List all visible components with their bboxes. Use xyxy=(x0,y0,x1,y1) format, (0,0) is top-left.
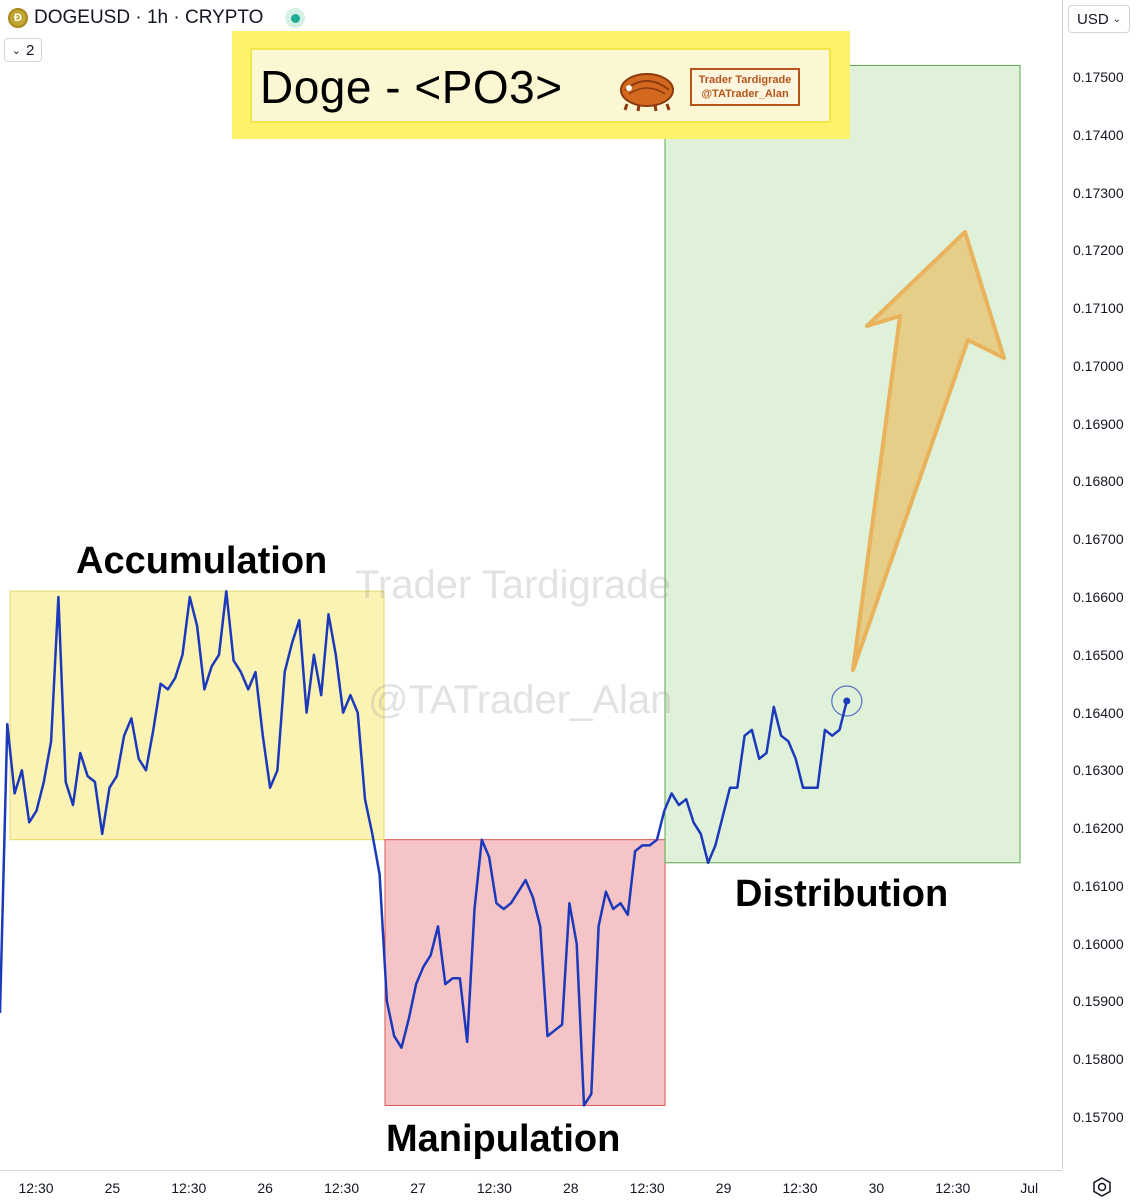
logo-line1: Trader Tardigrade xyxy=(698,74,792,86)
chart-title: Doge - <PO3> xyxy=(260,61,563,113)
price-tick-label: 0.16700 xyxy=(1073,531,1124,548)
last-price-ring xyxy=(831,685,863,717)
market-status-icon[interactable] xyxy=(285,8,306,28)
indicators-collapse-button[interactable]: ⌄ 2 xyxy=(4,38,42,62)
price-axis[interactable] xyxy=(1062,0,1137,1170)
doge-coin-icon: Ð xyxy=(8,8,28,28)
time-tick-label: 29 xyxy=(715,1180,732,1196)
time-tick-label: 12:30 xyxy=(324,1180,360,1196)
author-logo-box: Trader Tardigrade @TATrader_Alan xyxy=(690,68,800,106)
symbol-title[interactable]: DOGEUSD · 1h · CRYPTO xyxy=(34,7,264,28)
logo-line2: @TATrader_Alan xyxy=(701,88,789,100)
price-tick-label: 0.16000 xyxy=(1073,935,1124,952)
price-tick-label: 0.17300 xyxy=(1073,184,1124,201)
time-tick-label: 27 xyxy=(410,1180,426,1196)
settings-button[interactable] xyxy=(1090,1175,1114,1199)
time-tick-label: 12:30 xyxy=(476,1180,512,1196)
price-tick-label: 0.17400 xyxy=(1073,126,1124,143)
chevron-down-icon: ⌄ xyxy=(11,44,21,57)
time-tick-label: 28 xyxy=(563,1180,579,1196)
price-tick-label: 0.17500 xyxy=(1073,69,1124,85)
price-tick-label: 0.16800 xyxy=(1073,473,1124,490)
manipulation-zone xyxy=(384,839,666,1106)
manipulation-label: Manipulation xyxy=(386,1118,621,1160)
projection-arrow xyxy=(851,230,1006,672)
price-tick-label: 0.16900 xyxy=(1073,415,1124,432)
time-tick-label: 12:30 xyxy=(171,1180,207,1196)
chevron-down-icon: ⌄ xyxy=(1112,13,1121,25)
gear-icon xyxy=(1093,1177,1111,1197)
price-tick-label: 0.16100 xyxy=(1073,877,1124,894)
symbol-header: Ð DOGEUSD · 1h · CRYPTO xyxy=(0,0,306,36)
time-tick-label: 12:30 xyxy=(935,1180,971,1196)
price-tick-label: 0.15800 xyxy=(1073,1051,1124,1068)
time-tick-label: 12:30 xyxy=(629,1180,665,1196)
currency-select[interactable]: USD ⌄ xyxy=(1068,5,1130,33)
currency-label: USD xyxy=(1077,10,1109,28)
watermark-name: Trader Tardigrade xyxy=(355,563,671,607)
price-tick-label: 0.16300 xyxy=(1073,762,1124,779)
title-banner-inner xyxy=(250,48,831,123)
price-tick-label: 0.15900 xyxy=(1073,993,1124,1010)
price-tick-label: 0.17000 xyxy=(1073,357,1124,374)
accumulation-label: Accumulation xyxy=(76,540,328,582)
time-axis[interactable] xyxy=(0,1170,1062,1201)
time-tick-label: 25 xyxy=(104,1180,121,1196)
time-tick-label: 12:30 xyxy=(18,1180,54,1196)
price-tick-label: 0.16600 xyxy=(1073,589,1124,605)
distribution-label: Distribution xyxy=(735,873,949,915)
price-tick-label: 0.16500 xyxy=(1073,646,1124,663)
collapse-count: 2 xyxy=(25,41,35,59)
time-tick-label: Jul xyxy=(1020,1180,1039,1196)
price-tick-label: 0.15700 xyxy=(1073,1109,1124,1125)
price-tick-label: 0.16400 xyxy=(1073,704,1124,721)
price-tick-label: 0.17200 xyxy=(1073,242,1124,259)
time-tick-label: 26 xyxy=(257,1180,273,1196)
time-tick-label: 12:30 xyxy=(782,1180,818,1196)
price-tick-label: 0.17100 xyxy=(1073,300,1124,317)
last-price-dot xyxy=(843,697,851,705)
time-tick-label: 30 xyxy=(868,1180,885,1196)
tardigrade-logo-icon xyxy=(620,73,674,112)
price-line xyxy=(0,589,849,1107)
distribution-zone xyxy=(664,64,1021,864)
watermark-handle: @TATrader_Alan xyxy=(368,678,673,722)
price-tick-label: 0.16200 xyxy=(1073,820,1124,837)
